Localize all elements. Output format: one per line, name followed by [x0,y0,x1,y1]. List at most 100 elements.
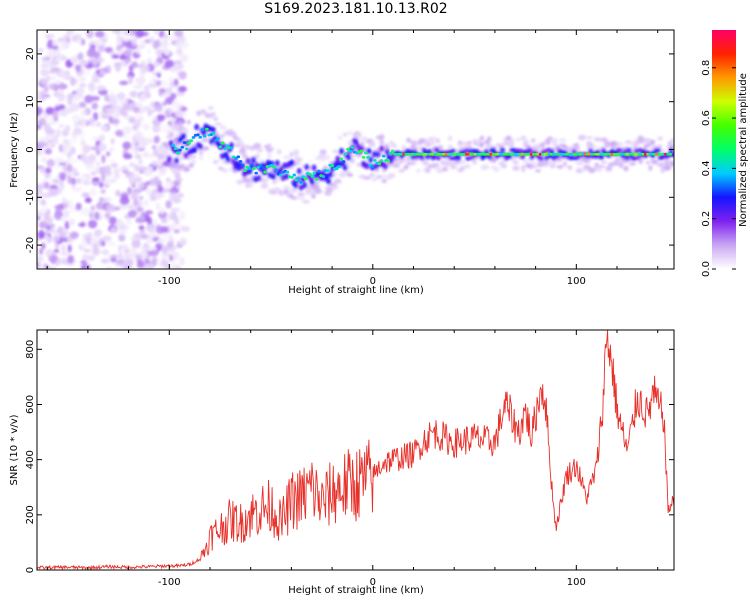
snr-ytick-label: 200 [25,505,36,524]
spectrogram-noise-blob [39,68,50,77]
spectrogram-noise-blob [37,106,43,115]
spectrogram-halo-blob [182,167,191,172]
spectrogram-noise-blob [82,66,91,76]
spectrogram-noise-blob [84,197,92,204]
spectrogram-noise-blob [69,77,78,86]
spectrogram-halo-blob [598,164,606,169]
spectrogram-noise-blob [145,235,156,243]
spectrogram-noise-blob [67,163,73,172]
spectrogram-band-blob [338,147,344,155]
spectrogram-noise-blob [152,124,161,133]
spectrogram-noise-blob [43,181,50,189]
colorbar-tick-label: 0.8 [701,60,712,76]
spectrogram-noise-blob [51,110,59,119]
spectrogram-noise-blob [46,142,55,147]
spectrogram-noise-blob [43,85,49,93]
spectrogram-band-blob [327,171,333,178]
spectrogram-noise-blob [125,219,133,226]
spectrogram-noise-blob [114,171,120,180]
spectrogram-noise-blob [91,102,99,110]
snr-ytick-label: 400 [25,450,36,469]
spectrogram-noise-blob [119,196,130,205]
spectrogram-band-blob [201,129,207,137]
spectrogram-noise-blob [86,30,94,39]
spectrogram-ridge-point [388,151,393,155]
spectrogram-noise-blob [145,187,153,196]
spectrogram-noise-blob [179,237,187,246]
spectrogram-halo-blob [578,134,586,141]
spectrogram-halo-blob [337,135,343,141]
spectrogram-halo-blob [521,168,526,173]
spectrogram-halo-blob [486,136,492,142]
spectrogram-halo-blob [191,155,197,159]
spectrogram-noise-blob [41,57,50,63]
spectrogram-noise-blob [58,123,65,128]
spectrogram-noise-blob [166,241,174,249]
spectrogram-halo-blob [591,145,597,149]
spectrogram-noise-blob [149,36,155,44]
spectrogram-halo-blob [544,139,551,145]
spectrogram-noise-blob [154,103,163,113]
spectrogram-halo-blob [325,155,331,160]
spectrogram-noise-blob [137,77,145,87]
spectrogram-halo-blob [459,165,465,172]
spectrogram-ridge-point [290,175,294,179]
spectrogram-ridge-point [285,170,290,174]
spectrogram-noise-blob [45,34,51,39]
spectrogram-ridge-point [373,159,377,162]
spectrogram-noise-blob [170,92,177,100]
spectrogram-noise-blob [95,202,104,210]
spectrogram-halo-blob [357,131,362,138]
spectrogram-band-blob [342,164,348,171]
spectrogram-noise-blob [84,60,89,66]
spectrogram-noise-blob [160,226,170,233]
spectrogram-noise-blob [43,215,53,225]
spectrogram-halo-blob [460,141,469,146]
spectrogram-halo-blob [624,140,633,145]
spectrogram-noise-blob [135,101,143,109]
spectrogram-noise-blob [143,137,151,143]
spectrogram-noise-blob [89,211,94,220]
snr-ytick-label: 600 [25,395,36,414]
snr-ytick-label: 800 [25,340,36,359]
spectrogram-band-blob [450,148,456,154]
spectrogram-ridge-point [234,157,238,160]
spectrogram-ridge-point [346,147,350,151]
spectrogram-noise-blob [104,47,113,54]
spectrogram-halo-blob [334,177,341,184]
spectrogram-noise-blob [138,225,145,230]
spectrogram-noise-blob [41,157,47,163]
spectrogram-ridge-point [196,133,200,137]
spectrogram-noise-blob [37,117,47,127]
spectrogram-noise-blob [99,181,104,189]
spectrogram-halo-blob [302,199,310,204]
snr-marks [37,330,674,570]
spectrogram-noise-blob [114,63,122,72]
spectrogram-halo-blob [472,159,478,165]
spectrogram-noise-blob [121,125,132,135]
spectrogram-noise-blob [61,244,66,253]
spectrogram-noise-blob [68,219,75,225]
spectrogram-noise-blob [106,241,117,247]
spectrogram-ridge-point [254,171,258,175]
spectrogram-band-blob [379,145,385,152]
spectrogram-halo-blob [463,164,471,169]
spectrogram-ridge-point [359,149,364,153]
spectrogram-halo-blob [633,144,639,150]
spectrogram-noise-blob [127,186,133,195]
spectrogram-halo-blob [424,142,432,147]
spectrogram-noise-blob [161,252,168,261]
spectrogram-noise-blob [137,140,145,150]
spectrogram-ridge-point [312,171,317,175]
spectrogram-ridge-point [350,146,355,149]
spectrogram-noise-blob [75,202,82,211]
spectrogram-halo-blob [406,137,412,143]
spectrogram-noise-blob [43,123,52,133]
spectrogram-halo-blob [467,145,473,150]
spectrogram-band-blob [426,148,432,154]
spectrogram-halo-blob [294,157,303,162]
spectrogram-noise-blob [165,109,170,119]
spectrogram-noise-blob [101,240,106,247]
